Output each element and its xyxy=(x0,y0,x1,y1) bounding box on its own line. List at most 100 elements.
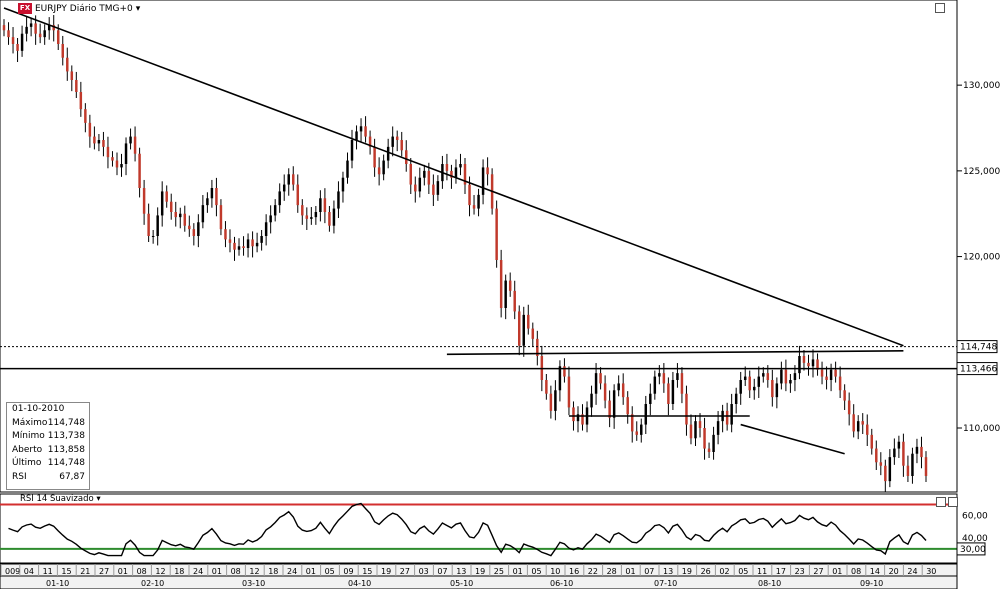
candle-body xyxy=(237,246,241,250)
candle-body xyxy=(246,239,250,248)
candle-body xyxy=(120,164,123,168)
day-label: 04 xyxy=(24,567,34,576)
candle-body xyxy=(409,164,413,185)
candle-body xyxy=(174,212,177,218)
candle xyxy=(142,179,146,225)
candle-body xyxy=(43,30,46,38)
day-label: 25 xyxy=(494,567,504,576)
day-label: 05 xyxy=(531,567,541,576)
day-label: 09 xyxy=(343,567,353,576)
candle xyxy=(160,181,164,227)
day-label: 13 xyxy=(456,567,466,576)
candle-body xyxy=(269,215,272,223)
candle xyxy=(382,154,385,181)
info-label: Último xyxy=(12,458,42,468)
candle-body xyxy=(436,181,440,195)
candle-body xyxy=(323,198,327,212)
candle-body xyxy=(197,222,200,236)
day-label: 17 xyxy=(776,567,786,576)
candle-body xyxy=(893,448,896,458)
candle-body xyxy=(454,167,458,178)
candle xyxy=(685,385,688,436)
candle xyxy=(811,349,815,378)
candle xyxy=(47,17,51,40)
candle-body xyxy=(79,92,83,110)
candle-body xyxy=(423,170,426,178)
candle xyxy=(924,451,928,482)
day-label: 28 xyxy=(607,567,617,576)
candle xyxy=(7,22,10,45)
candle-body xyxy=(391,136,394,147)
candle-body xyxy=(739,380,742,394)
day-label: 12 xyxy=(155,567,165,576)
candle-body xyxy=(210,188,214,199)
candle xyxy=(355,125,358,150)
candle-body xyxy=(504,280,507,308)
trendlines xyxy=(3,7,904,455)
candle-body xyxy=(206,198,209,206)
info-panel: 01-10-2010 Máximo 114,748 Mínimo 113,738 A… xyxy=(6,402,90,490)
candle-body xyxy=(301,205,304,216)
info-row-last: Último 114,748 xyxy=(7,457,89,471)
candle-body xyxy=(689,424,693,439)
candle xyxy=(730,393,733,433)
candle xyxy=(793,365,797,392)
rsi-tick-label: 40,00 xyxy=(962,534,988,544)
candle xyxy=(906,455,910,482)
rsi-level-label: 30,00 xyxy=(960,545,986,555)
candle xyxy=(531,322,535,347)
candle-body xyxy=(811,359,815,367)
candle xyxy=(712,426,715,460)
candle-body xyxy=(554,390,557,411)
candle xyxy=(536,330,539,366)
day-label: 24 xyxy=(193,567,203,576)
candle xyxy=(282,174,286,201)
day-label: 18 xyxy=(268,567,278,576)
candle-body xyxy=(133,136,137,154)
rsi-maximize-button[interactable] xyxy=(936,497,946,507)
candle-body xyxy=(581,414,584,425)
candle-body xyxy=(111,157,114,161)
candle xyxy=(129,128,132,150)
candle-body xyxy=(124,143,128,164)
candle xyxy=(179,207,182,229)
candle-body xyxy=(807,362,810,367)
chevron-down-icon[interactable]: ▾ xyxy=(135,3,141,14)
candle xyxy=(169,193,173,220)
candle-body xyxy=(405,150,408,164)
candle-body xyxy=(215,188,218,206)
maximize-button[interactable] xyxy=(935,3,945,13)
candle-body xyxy=(219,205,223,230)
candle xyxy=(93,126,96,150)
candle xyxy=(174,201,177,227)
candle-body xyxy=(499,260,503,308)
candle xyxy=(617,375,620,397)
candle-body xyxy=(671,380,675,404)
candle-body xyxy=(685,393,688,425)
rsi-close-button[interactable] xyxy=(948,497,958,507)
candle-body xyxy=(517,311,521,346)
candle-body xyxy=(20,33,24,51)
info-row-rsi: RSI 67,87 xyxy=(7,471,89,485)
info-value: 114,748 xyxy=(47,458,85,468)
candle xyxy=(301,199,304,225)
candle xyxy=(486,157,489,186)
day-label: 15 xyxy=(61,567,71,576)
day-label: 19 xyxy=(475,567,485,576)
candle-body xyxy=(834,369,837,377)
candle-body xyxy=(558,366,562,391)
candle-body xyxy=(468,184,471,206)
candle-body xyxy=(911,453,914,476)
candle-body xyxy=(870,434,874,449)
candle-body xyxy=(115,160,119,168)
candle-body xyxy=(612,390,616,418)
candle xyxy=(508,272,512,297)
candle-body xyxy=(88,122,92,137)
candle xyxy=(84,103,87,133)
candle xyxy=(124,137,128,176)
candle xyxy=(75,71,78,98)
candle-body xyxy=(156,215,159,236)
info-label: RSI xyxy=(12,471,27,482)
candle xyxy=(703,417,706,460)
